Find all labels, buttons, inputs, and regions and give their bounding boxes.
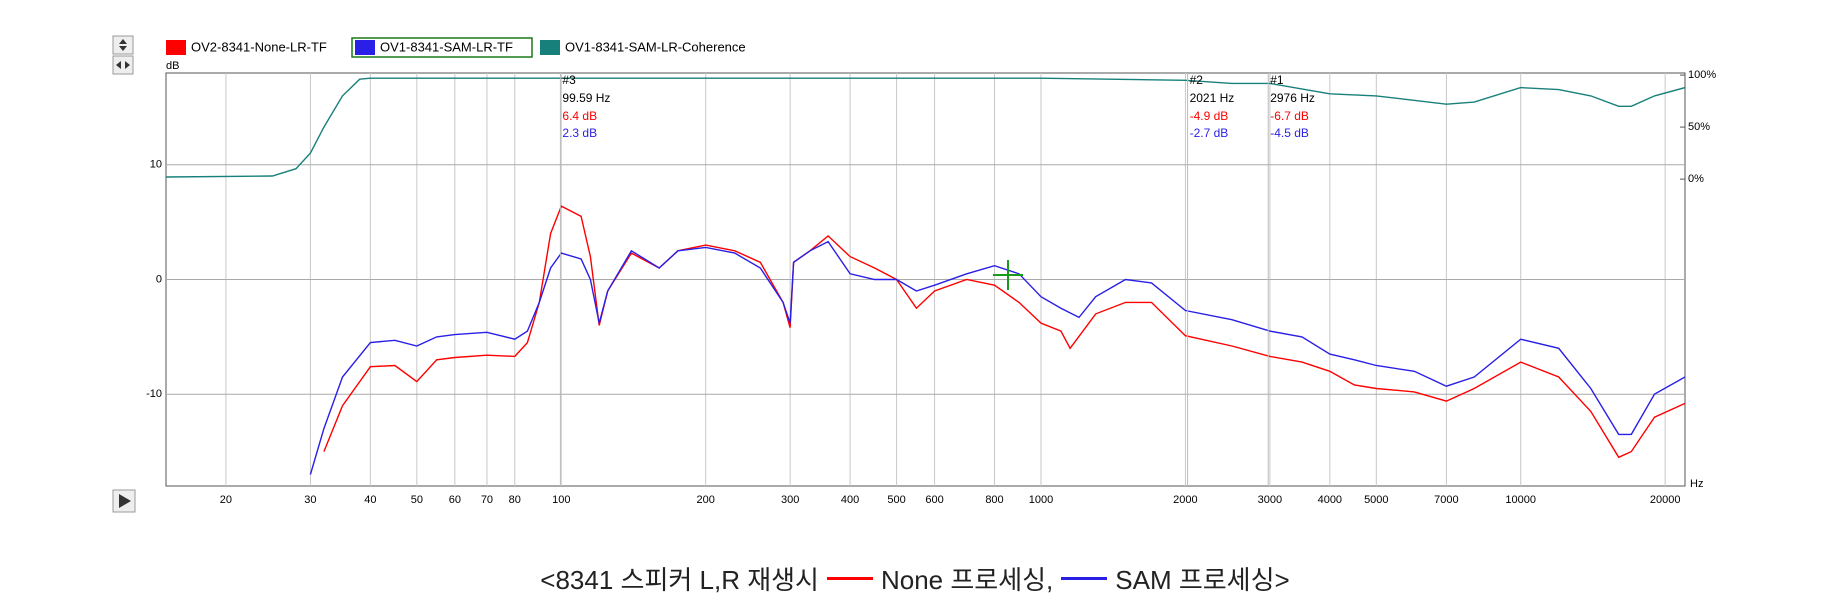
x-tick-label: 40 bbox=[364, 494, 376, 506]
series-line bbox=[166, 77, 1685, 178]
x-tick-label: 20000 bbox=[1650, 494, 1681, 506]
marker-name: #3 bbox=[562, 73, 576, 87]
legend-swatch bbox=[540, 40, 560, 55]
legend-swatch bbox=[355, 40, 375, 55]
x-tick-label: 20 bbox=[220, 494, 232, 506]
fit-button[interactable] bbox=[112, 55, 134, 75]
legend-label: OV2-8341-None-LR-TF bbox=[191, 39, 327, 54]
y2-tick-label: 50% bbox=[1688, 121, 1710, 133]
x-tick-label: 70 bbox=[481, 494, 493, 506]
caption-item: SAM 프로세싱> bbox=[1115, 565, 1290, 595]
x-tick-label: 200 bbox=[696, 494, 714, 506]
marker-freq: 2021 Hz bbox=[1190, 91, 1235, 105]
y2-tick-label: 100% bbox=[1688, 69, 1716, 81]
caption-line bbox=[826, 577, 873, 580]
caption-line bbox=[1061, 577, 1108, 580]
marker-freq: 2976 Hz bbox=[1270, 91, 1315, 105]
x-tick-label: 60 bbox=[449, 494, 461, 506]
legend-label: OV1-8341-SAM-LR-TF bbox=[380, 39, 513, 54]
zoom-button[interactable] bbox=[112, 35, 134, 55]
legend-selection bbox=[351, 37, 533, 58]
marker-value: 2.3 dB bbox=[562, 126, 597, 140]
marker-value: -6.7 dB bbox=[1270, 109, 1309, 123]
marker-freq: 99.59 Hz bbox=[562, 91, 610, 105]
x-tick-label: 10000 bbox=[1505, 494, 1536, 506]
y-tick-label: 0 bbox=[156, 273, 162, 285]
x-tick-label: 600 bbox=[925, 494, 943, 506]
x-tick-label: 100 bbox=[552, 494, 570, 506]
caption: <8341 스피커 L,R 재생시 None 프로세싱, SAM 프로세싱> bbox=[0, 560, 1830, 597]
legend-entry[interactable]: OV1-8341-SAM-LR-Coherence bbox=[540, 39, 746, 55]
cursor bbox=[993, 260, 1023, 290]
y2-tick-label: 0% bbox=[1688, 173, 1704, 185]
x-axis-label: Hz bbox=[1690, 478, 1703, 490]
series-line bbox=[323, 205, 1685, 459]
x-tick-label: 30 bbox=[304, 494, 316, 506]
legend-entry[interactable]: OV2-8341-None-LR-TF bbox=[166, 39, 327, 55]
marker-value: 6.4 dB bbox=[562, 109, 597, 123]
marker-value: -4.5 dB bbox=[1270, 126, 1309, 140]
toolbar[interactable] bbox=[112, 35, 136, 513]
y-axis-label: dB bbox=[166, 60, 179, 72]
x-tick-label: 50 bbox=[411, 494, 423, 506]
marker-value: -2.7 dB bbox=[1190, 126, 1229, 140]
legend-label: OV1-8341-SAM-LR-Coherence bbox=[565, 39, 746, 54]
x-tick-label: 2000 bbox=[1173, 494, 1197, 506]
x-tick-label: 300 bbox=[781, 494, 799, 506]
legend-swatch bbox=[166, 40, 186, 55]
marker-name: #1 bbox=[1270, 73, 1284, 87]
marker-value: -4.9 dB bbox=[1190, 109, 1229, 123]
series-line bbox=[309, 240, 1685, 475]
x-tick-label: 500 bbox=[887, 494, 905, 506]
legend-entry[interactable]: OV1-8341-SAM-LR-TF bbox=[351, 37, 533, 58]
marker-name: #2 bbox=[1190, 73, 1204, 87]
x-tick-label: 3000 bbox=[1258, 494, 1282, 506]
x-tick-label: 80 bbox=[509, 494, 521, 506]
y-tick-label: -10 bbox=[146, 388, 162, 400]
caption-item: None 프로세싱, bbox=[880, 565, 1054, 595]
x-tick-label: 1000 bbox=[1029, 494, 1053, 506]
x-tick-label: 7000 bbox=[1434, 494, 1458, 506]
x-tick-label: 4000 bbox=[1318, 494, 1342, 506]
x-tick-label: 5000 bbox=[1364, 494, 1388, 506]
x-tick-label: 800 bbox=[985, 494, 1003, 506]
chart: dB Hz 20 30 40 50 60 70 80 100 200 300 400 500 600 80… bbox=[112, 35, 1716, 513]
y-tick-label: 10 bbox=[150, 159, 162, 171]
x-tick-label: 400 bbox=[841, 494, 859, 506]
caption-prefix: <8341 스피커 L,R 재생시 bbox=[540, 565, 819, 595]
